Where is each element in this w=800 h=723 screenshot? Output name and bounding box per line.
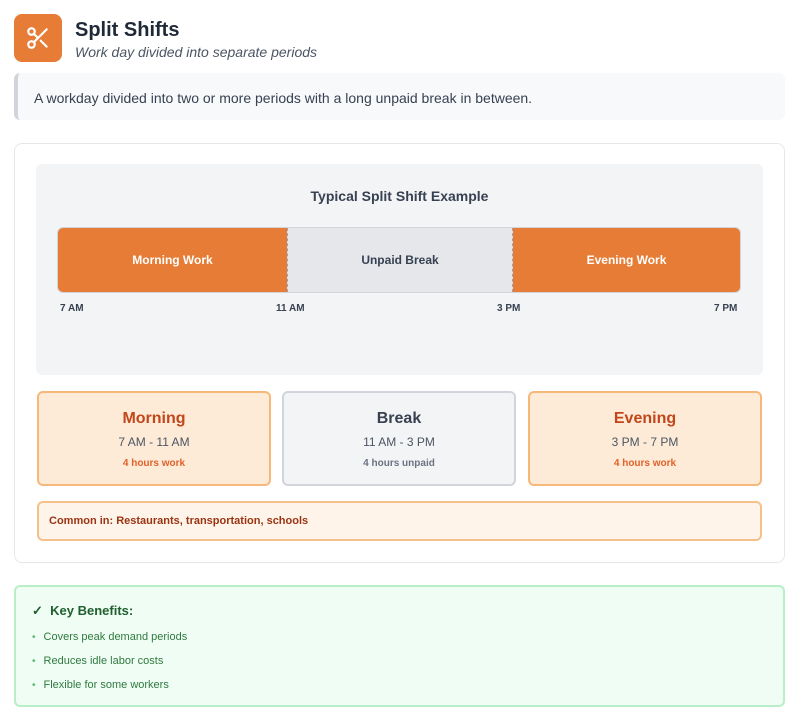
tick-label: 3 PM: [497, 303, 521, 314]
period-time: 3 PM - 7 PM: [611, 435, 679, 449]
period-detail: 4 hours work: [613, 458, 677, 469]
list-item: Flexible for some workers: [32, 673, 783, 697]
benefits-list: Covers peak demand periods Reduces idle …: [32, 625, 783, 697]
tick-label: 7 AM: [60, 303, 84, 314]
example-card: [14, 143, 785, 563]
benefits-title-text: Key Benefits:: [50, 603, 134, 618]
check-icon: ✓: [32, 603, 43, 618]
tick-label: 11 AM: [276, 303, 305, 314]
common-in-note: Common in: Restaurants, transportation, …: [37, 501, 762, 541]
list-item: Reduces idle labor costs: [32, 649, 783, 673]
tick-label: 7 PM: [714, 303, 738, 314]
period-card-evening: Evening 3 PM - 7 PM 4 hours work: [528, 391, 762, 486]
period-detail: 4 hours work: [122, 458, 186, 469]
timeline-bar: Morning Work Unpaid Break Evening Work: [57, 227, 741, 293]
period-card-morning: Morning 7 AM - 11 AM 4 hours work: [37, 391, 271, 486]
benefits-box: ✓ Key Benefits: Covers peak demand perio…: [14, 585, 785, 707]
page-subtitle: Work day divided into separate periods: [75, 44, 318, 60]
segment-morning-work: Morning Work: [58, 228, 287, 292]
list-item: Covers peak demand periods: [32, 625, 783, 649]
period-name: Break: [376, 410, 422, 427]
page-title: Split Shifts: [75, 19, 180, 41]
description: A workday divided into two or more perio…: [14, 73, 785, 120]
timeline-panel: Typical Split Shift Example Morning Work…: [36, 164, 763, 375]
benefits-title: ✓ Key Benefits:: [32, 603, 783, 619]
timeline-title: Typical Split Shift Example: [310, 188, 489, 204]
period-detail: 4 hours unpaid: [363, 458, 435, 469]
segment-unpaid-break: Unpaid Break: [287, 228, 513, 292]
period-name: Morning: [122, 410, 186, 427]
scissors-icon: [14, 14, 62, 62]
segment-evening-work: Evening Work: [513, 228, 740, 292]
period-name: Evening: [613, 410, 677, 427]
period-card-break: Break 11 AM - 3 PM 4 hours unpaid: [282, 391, 516, 486]
period-time: 11 AM - 3 PM: [363, 435, 435, 449]
period-time: 7 AM - 11 AM: [118, 435, 190, 449]
